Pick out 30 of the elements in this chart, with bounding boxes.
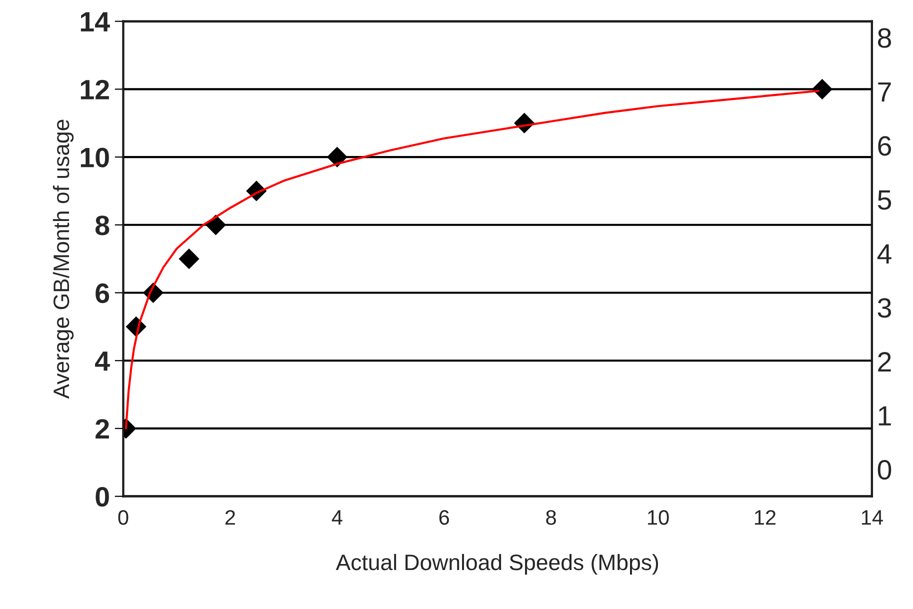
y2-tick-label: 4 [877,244,892,264]
y-tick-label: 0 [96,487,109,507]
y-tick-label: 10 [80,148,109,168]
y2-tick-label: 7 [878,82,891,102]
y-tick-label: 8 [95,216,110,236]
y2-tick-label: 2 [878,352,891,372]
x-tick-label: 2 [225,510,235,525]
x-tick-label: 0 [118,510,128,525]
x-tick-label: 12 [754,510,776,525]
y2-tick-label: 1 [878,406,891,426]
x-tick-label: 14 [862,510,883,525]
point [812,78,832,100]
x-tick-label: 10 [648,510,669,525]
y-tick-label: 2 [96,419,109,439]
y2-tick-label: 0 [878,460,892,480]
x-tick-label: 4 [332,510,342,525]
x-tick-label: 8 [546,510,556,525]
y2-tick-label: 6 [878,136,892,156]
y-tick-label: 4 [95,352,110,371]
y2-tick-label: 8 [878,28,892,48]
x-tick-label: 6 [439,510,449,525]
point [326,146,348,168]
y-tick-label: 6 [96,283,110,304]
x-axis-title: Actual Download Speeds (Mbps) [336,554,658,575]
y2-tick-label: 5 [878,190,892,210]
y-tick-label: 14 [80,12,110,32]
y2-tick-label: 3 [878,298,892,318]
y-axis-title: Average GB/Month of usage [52,120,74,399]
y-tick-label: 12 [80,80,109,100]
point [178,248,200,270]
